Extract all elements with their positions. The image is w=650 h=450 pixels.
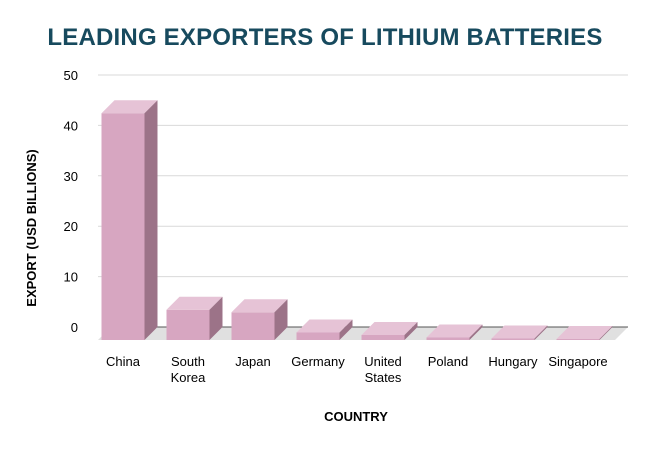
x-tick-label: Hungary xyxy=(488,354,538,369)
x-tick-label: Japan xyxy=(235,354,270,369)
chart-title: LEADING EXPORTERS OF LITHIUM BATTERIES xyxy=(47,24,603,51)
bar-top xyxy=(231,299,288,313)
bar-side xyxy=(144,100,158,340)
bar-front xyxy=(166,309,210,340)
bar-front xyxy=(296,332,340,340)
bar-top xyxy=(491,325,548,339)
x-tick-label: Poland xyxy=(428,354,468,369)
x-axis-title: COUNTRY xyxy=(324,409,388,424)
y-axis-title: EXPORT (USD BILLIONS) xyxy=(24,149,39,306)
bar-front xyxy=(491,338,535,340)
bar-top xyxy=(101,100,158,114)
x-tick-label: China xyxy=(106,354,141,369)
x-tick-label: United States xyxy=(364,354,402,385)
bar-front xyxy=(361,334,405,340)
bar-front xyxy=(101,113,145,340)
bar-side xyxy=(274,299,288,340)
bar-front xyxy=(556,338,600,340)
x-tick-label: Singapore xyxy=(548,354,607,369)
x-tick-label: Germany xyxy=(291,354,345,369)
bar-side xyxy=(209,296,223,340)
y-tick-label: 10 xyxy=(64,270,78,285)
bar-top xyxy=(556,325,613,339)
bar-top xyxy=(426,324,483,338)
bar-top xyxy=(361,321,418,335)
bar-side xyxy=(339,319,353,340)
bar-top xyxy=(166,296,223,310)
y-tick-label: 50 xyxy=(64,68,78,83)
bar-side xyxy=(534,325,548,340)
bar-side xyxy=(469,324,483,340)
bar-top xyxy=(296,319,353,333)
bar-front xyxy=(426,337,470,340)
bar-side xyxy=(404,321,418,340)
bar-front xyxy=(231,312,275,340)
y-tick-label: 20 xyxy=(64,219,78,234)
y-tick-label: 0 xyxy=(71,320,78,335)
x-tick-label: South Korea xyxy=(171,354,206,385)
y-tick-label: 40 xyxy=(64,118,78,133)
y-tick-label: 30 xyxy=(64,169,78,184)
bar-side xyxy=(599,325,613,340)
